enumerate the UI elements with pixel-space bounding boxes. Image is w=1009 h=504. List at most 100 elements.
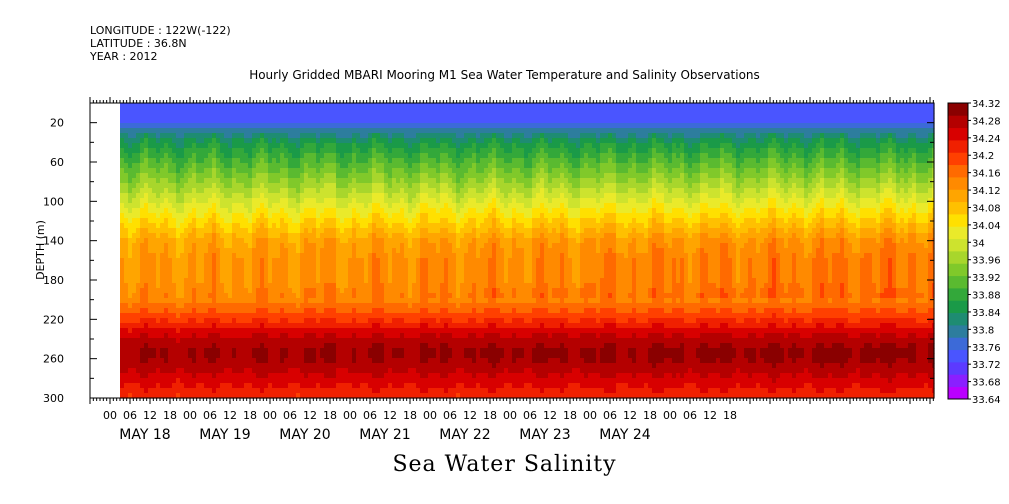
heatmap-cell (336, 243, 341, 249)
heatmap-cell (148, 378, 153, 384)
heatmap-cell (144, 383, 149, 389)
heatmap-cell (320, 298, 325, 304)
heatmap-cell (452, 178, 457, 184)
heatmap-cell (264, 268, 269, 274)
heatmap-cell (288, 118, 293, 124)
heatmap-cell (320, 368, 325, 374)
heatmap-cell (436, 138, 441, 144)
heatmap-cell (420, 198, 425, 204)
heatmap-cell (236, 123, 241, 129)
heatmap-cell (400, 318, 405, 324)
heatmap-cell (216, 378, 221, 384)
heatmap-cell (212, 148, 217, 154)
heatmap-cell (240, 243, 245, 249)
heatmap-cell (368, 328, 373, 334)
heatmap-cell (392, 273, 397, 279)
heatmap-cell (292, 208, 297, 214)
heatmap-cell (420, 328, 425, 334)
heatmap-cell (296, 108, 301, 114)
heatmap-cell (400, 158, 405, 164)
heatmap-cell (388, 123, 393, 129)
heatmap-cell (164, 348, 169, 354)
heatmap-cell (296, 358, 301, 364)
heatmap-cell (368, 103, 373, 109)
heatmap-cell (432, 218, 437, 224)
heatmap-cell (248, 328, 253, 334)
heatmap-cell (200, 373, 205, 379)
heatmap-cell (268, 143, 273, 149)
heatmap-cell (200, 178, 205, 184)
heatmap-cell (184, 298, 189, 304)
heatmap-cell (320, 388, 325, 394)
heatmap-cell (344, 363, 349, 369)
heatmap-cell (136, 263, 141, 269)
heatmap-cell (132, 353, 137, 359)
heatmap-cell (392, 113, 397, 119)
heatmap-cell (256, 223, 261, 229)
heatmap-cell (288, 213, 293, 219)
heatmap-cell (228, 363, 233, 369)
heatmap-cell (120, 258, 125, 264)
heatmap-cell (384, 148, 389, 154)
heatmap-cell (316, 243, 321, 249)
heatmap-cell (340, 158, 345, 164)
heatmap-cell (236, 313, 241, 319)
heatmap-cell (120, 273, 125, 279)
heatmap-cell (356, 233, 361, 239)
heatmap-cell (168, 388, 173, 394)
heatmap-cell (448, 108, 453, 114)
heatmap-cell (148, 208, 153, 214)
heatmap-cell (132, 298, 137, 304)
heatmap-cell (272, 393, 277, 399)
heatmap-cell (432, 153, 437, 159)
heatmap-cell (360, 318, 365, 324)
heatmap-cell (296, 363, 301, 369)
heatmap-cell (344, 253, 349, 259)
heatmap-cell (416, 333, 421, 339)
heatmap-cell (124, 248, 129, 254)
heatmap-cell (232, 193, 237, 199)
heatmap-cell (336, 383, 341, 389)
heatmap-cell (228, 348, 233, 354)
heatmap-cell (120, 123, 125, 129)
heatmap-cell (224, 118, 229, 124)
heatmap-cell (224, 193, 229, 199)
heatmap-cell (316, 368, 321, 374)
heatmap-cell (260, 228, 265, 234)
heatmap-cell (140, 183, 145, 189)
heatmap-cell (376, 198, 381, 204)
heatmap-cell (240, 318, 245, 324)
heatmap-cell (344, 268, 349, 274)
heatmap-cell (324, 173, 329, 179)
heatmap-cell (144, 103, 149, 109)
heatmap-cell (404, 248, 409, 254)
heatmap-cell (440, 358, 445, 364)
heatmap-cell (164, 148, 169, 154)
heatmap-cell (224, 308, 229, 314)
heatmap-cell (440, 248, 445, 254)
heatmap-cell (140, 143, 145, 149)
heatmap-cell (416, 148, 421, 154)
heatmap-cell (384, 193, 389, 199)
heatmap-cell (336, 318, 341, 324)
heatmap-cell (276, 248, 281, 254)
heatmap-cell (140, 193, 145, 199)
heatmap-cell (248, 178, 253, 184)
heatmap-cell (352, 253, 357, 259)
heatmap-cell (140, 253, 145, 259)
heatmap-cell (172, 373, 177, 379)
heatmap-cell (192, 193, 197, 199)
heatmap-cell (452, 268, 457, 274)
heatmap-cell (160, 133, 165, 139)
heatmap-cell (172, 208, 177, 214)
heatmap-cell (388, 318, 393, 324)
heatmap-cell (200, 158, 205, 164)
heatmap-cell (328, 358, 333, 364)
heatmap-cell (164, 263, 169, 269)
heatmap-cell (276, 288, 281, 294)
heatmap-cell (164, 368, 169, 374)
heatmap-cell (140, 333, 145, 339)
heatmap-cell (304, 378, 309, 384)
heatmap-cell (160, 213, 165, 219)
heatmap-cell (404, 183, 409, 189)
